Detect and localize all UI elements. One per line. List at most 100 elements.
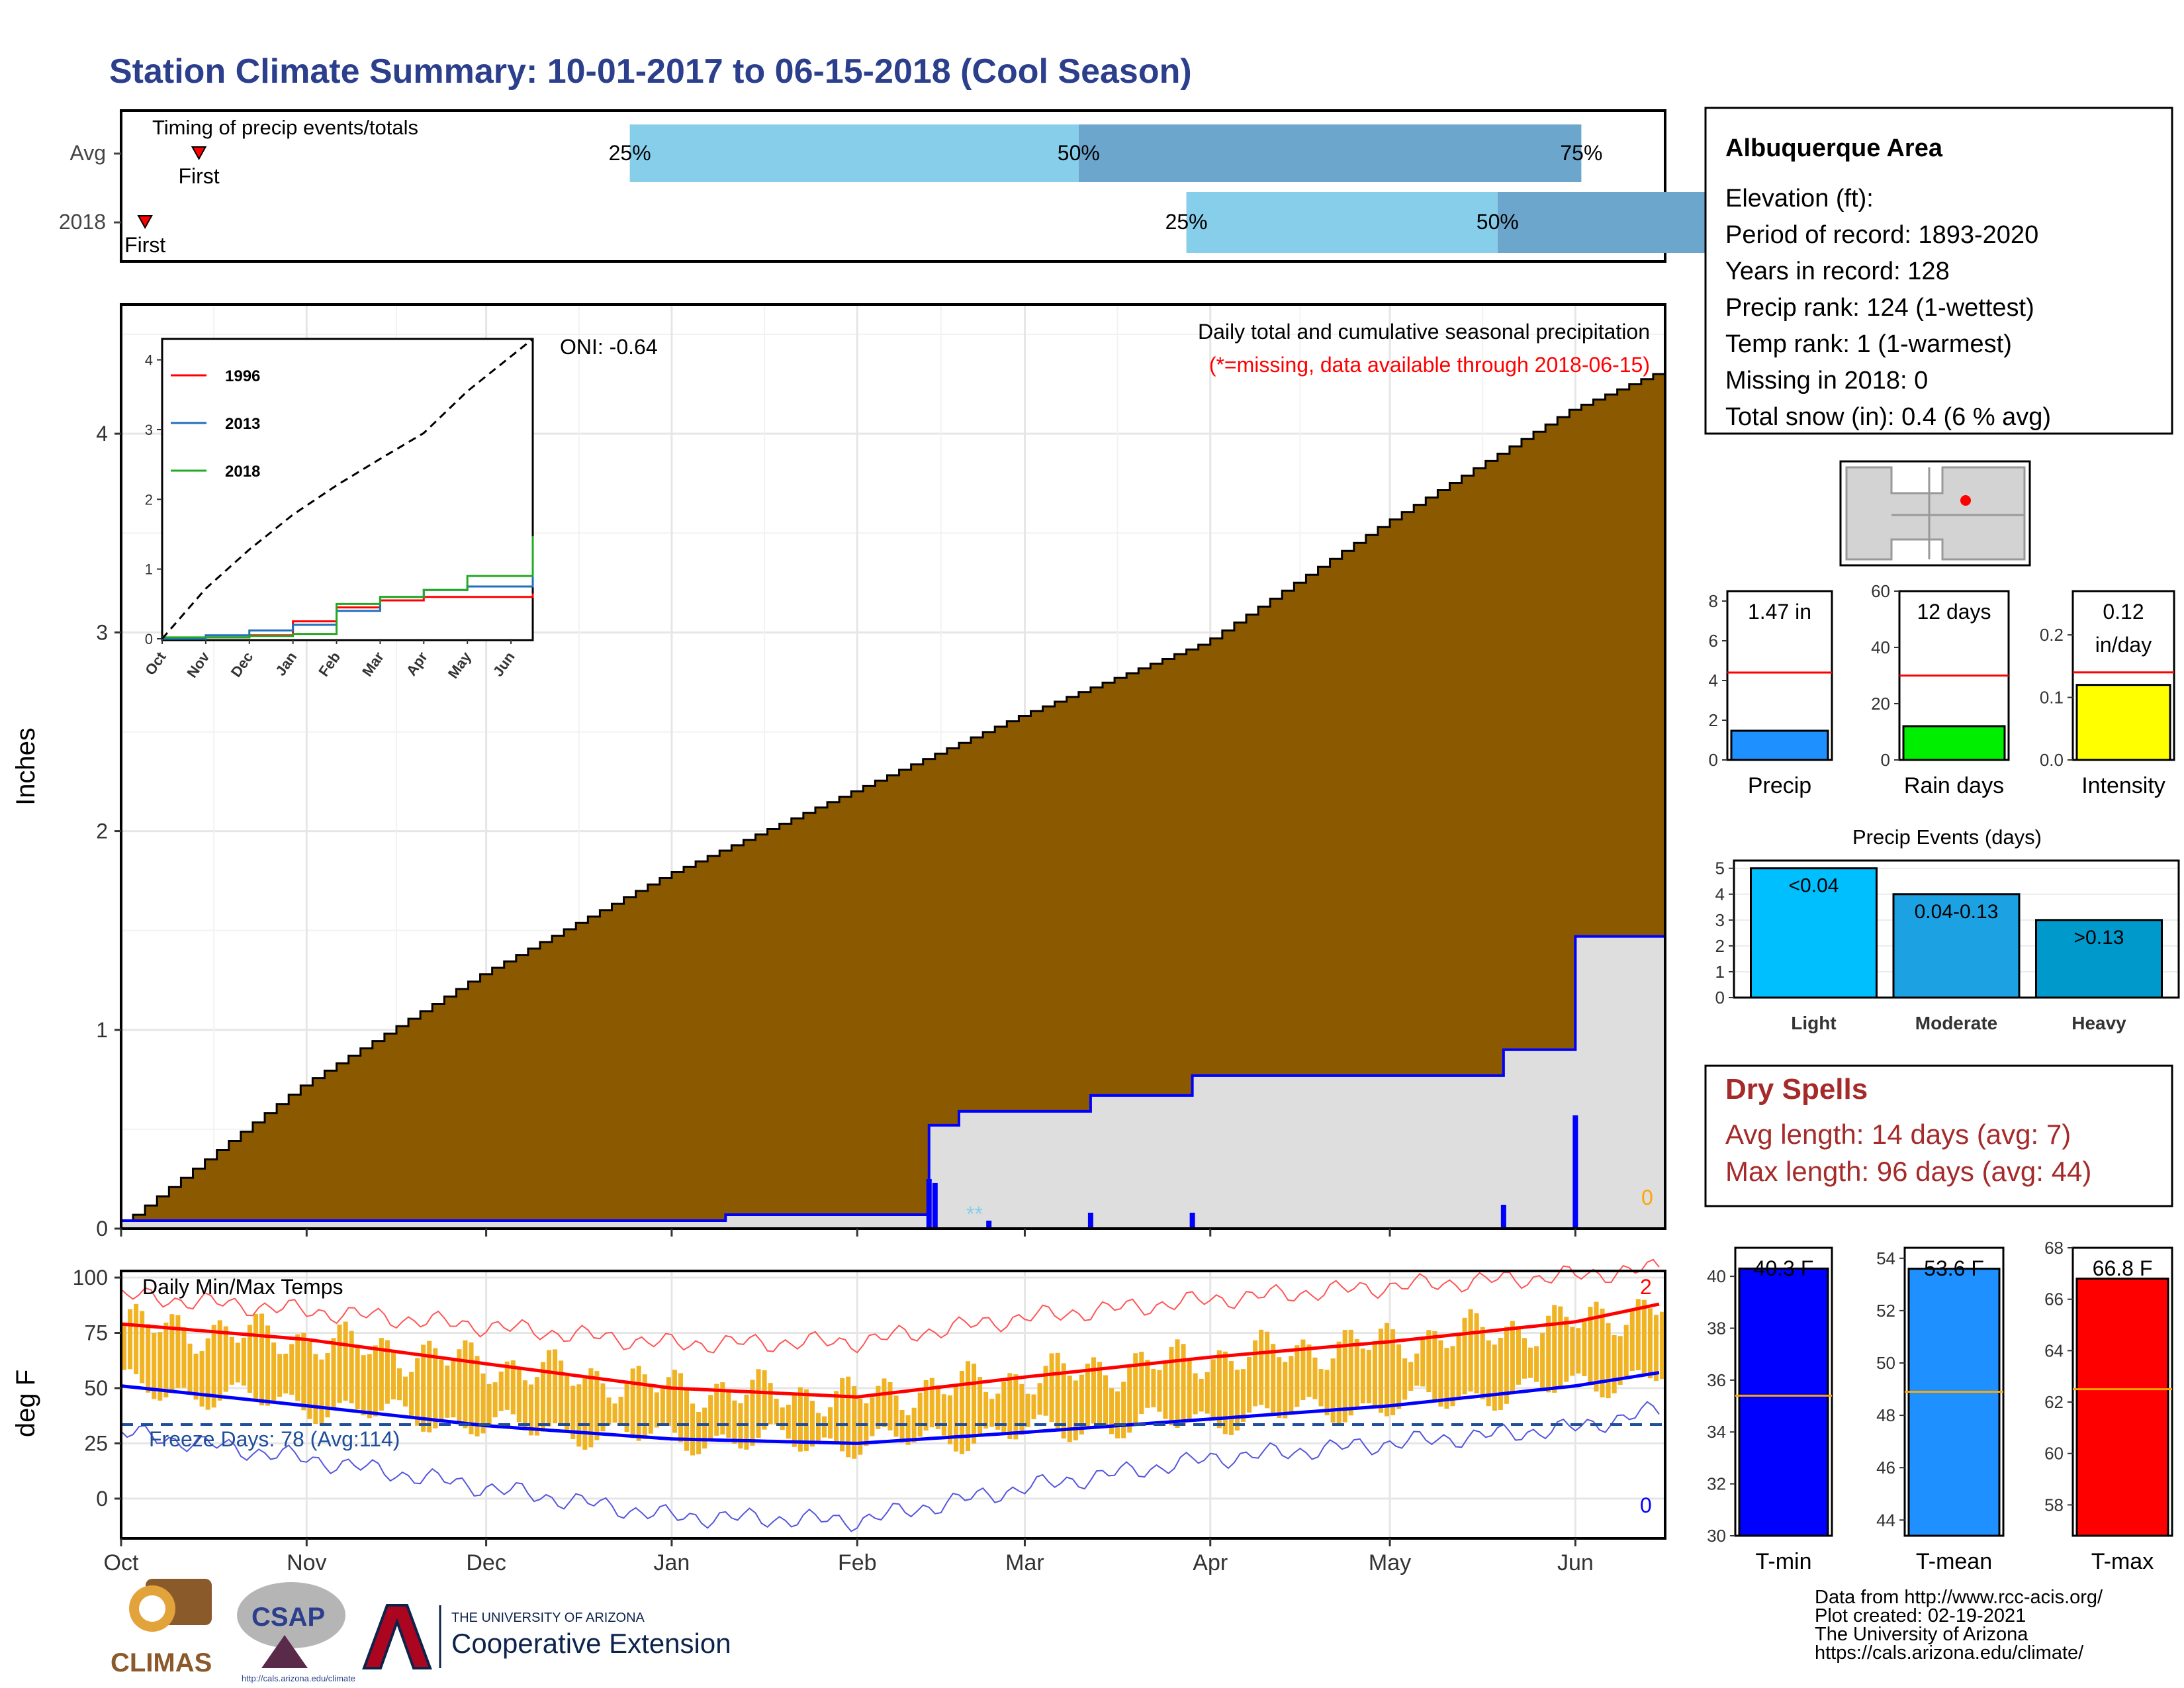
daily-temp-range-bar: [732, 1400, 737, 1444]
summary-bar-title: T-min: [1756, 1549, 1812, 1574]
daily-precip-bar: [1087, 1212, 1093, 1229]
summary-bar-ytick: 0.0: [2040, 750, 2064, 770]
daily-temp-range-bar: [1354, 1338, 1359, 1409]
summary-bar-ytick: 44: [1876, 1510, 1895, 1530]
daily-temp-range-bar: [1426, 1330, 1432, 1393]
daily-temp-range-bar: [1390, 1329, 1396, 1415]
timing-marker-label: First: [124, 233, 165, 257]
credit-line-1: Data from http://www.rcc-acis.org/: [1815, 1587, 2103, 1608]
timing-row-label-2018: 2018: [59, 210, 106, 234]
daily-temp-range-bar: [331, 1338, 336, 1410]
csap-logo[interactable]: CSAP http://cals.arizona.edu/climate: [237, 1582, 355, 1683]
daily-temp-range-bar: [1097, 1362, 1102, 1424]
daily-temp-range-bar: [475, 1356, 480, 1436]
missing-marker: **: [966, 1202, 983, 1226]
climas-logo-text: CLIMAS: [111, 1648, 212, 1677]
timing-percent-label: 25%: [609, 141, 651, 165]
daily-temp-range-bar: [409, 1372, 414, 1417]
daily-temp-range-bar: [809, 1401, 815, 1447]
daily-temp-range-bar: [744, 1394, 749, 1450]
summary-bar-ytick: 66: [2044, 1289, 2064, 1309]
summary-bar-fill: [1738, 1267, 1829, 1537]
daily-temp-range-bar: [355, 1345, 360, 1410]
inset-ytick: 0: [145, 631, 153, 647]
daily-temp-range-bar: [1336, 1341, 1342, 1425]
daily-temp-range-bar: [211, 1325, 216, 1408]
daily-temp-range-bar: [1552, 1305, 1557, 1393]
summary-bar-ytick: 54: [1876, 1248, 1895, 1268]
ua-logo-main: Cooperative Extension: [451, 1628, 731, 1659]
climas-logo[interactable]: CLIMAS: [111, 1579, 212, 1677]
summary-bar-title: Intensity: [2081, 773, 2165, 798]
average-cumulative-area: [120, 373, 1666, 1230]
inset-series-line: [162, 536, 534, 639]
month-tick-label: Dec: [466, 1550, 506, 1575]
daily-temp-range-bar: [1049, 1353, 1054, 1423]
daily-temp-range-bar: [229, 1336, 234, 1385]
daily-temp-range-bar: [1342, 1330, 1347, 1423]
summary-bar-ytick: 0.2: [2040, 625, 2064, 645]
daily-temp-range-bar: [265, 1325, 271, 1406]
daily-temp-range-bar: [140, 1311, 145, 1383]
daily-temp-range-bar: [1516, 1326, 1521, 1385]
summary-bar-fill: [1902, 725, 2006, 761]
daily-temp-range-bar: [1612, 1335, 1617, 1393]
csap-logo-url: http://cals.arizona.edu/climate: [242, 1673, 355, 1683]
daily-temp-range-bar: [343, 1321, 348, 1401]
summary-bar-title: Rain days: [1904, 773, 2004, 798]
daily-temp-range-bar: [259, 1313, 265, 1406]
daily-temp-range-bar: [1145, 1360, 1150, 1408]
daily-temp-range-bar: [600, 1383, 606, 1432]
daily-temp-range-bar: [828, 1407, 833, 1439]
daily-temp-range-bar: [403, 1376, 408, 1407]
daily-temp-range-bar: [636, 1366, 641, 1441]
summary-bar-ytick: 46: [1876, 1458, 1895, 1477]
daily-temp-range-bar: [935, 1385, 940, 1429]
summary-bar-value-label: 0.12: [2103, 600, 2144, 624]
summary-bar-rain-days: 0 20 40 60 12 days Rain days: [1871, 581, 2010, 798]
daily-temp-range-bar: [1378, 1329, 1383, 1413]
daily-temp-range-bar: [1629, 1309, 1635, 1371]
precip-events-ytick: 1: [1715, 962, 1725, 982]
daily-temp-range-bar: [1348, 1329, 1353, 1416]
summary-bar-value-label: 66.8 F: [2093, 1256, 2153, 1280]
daily-temp-range-bar: [553, 1349, 558, 1424]
inset-legend-label: 2013: [225, 415, 260, 433]
summary-bar-title: T-mean: [1916, 1549, 1992, 1574]
daily-temp-range-bar: [714, 1383, 719, 1436]
daily-temp-range-bar: [289, 1344, 295, 1395]
daily-temp-range-bar: [469, 1342, 474, 1434]
summary-bar-intensity: 0.0 0.1 0.2 0.12 in/day Intensity: [2040, 590, 2175, 798]
precip-events-ytick: 2: [1715, 936, 1725, 956]
temp-record-high-count: 2: [1640, 1275, 1652, 1299]
month-tick-label: Jun: [1557, 1550, 1594, 1575]
timing-row-label-avg: Avg: [69, 141, 106, 165]
precip-panel-title: Daily total and cumulative seasonal prec…: [1198, 320, 1650, 344]
temp-ytick: 75: [84, 1321, 108, 1344]
daily-temp-range-bar: [1169, 1346, 1174, 1426]
timing-percent-label: 50%: [1058, 141, 1100, 165]
month-tick-label: Jan: [654, 1550, 690, 1575]
daily-temp-range-bar: [540, 1362, 546, 1432]
inset-legend-label: 2018: [225, 463, 260, 481]
daily-temp-range-bar: [738, 1403, 743, 1449]
precip-events-bar: [1750, 867, 1878, 999]
summary-bar-ytick: 4: [1709, 671, 1718, 690]
daily-temp-range-bar: [1109, 1388, 1115, 1434]
daily-temp-range-bar: [803, 1389, 809, 1452]
university-of-arizona-logo[interactable]: THE UNIVERSITY OF ARIZONA Cooperative Ex…: [362, 1604, 731, 1669]
temp-ytick: 0: [96, 1487, 108, 1511]
daily-temp-range-bar: [1139, 1352, 1144, 1415]
precip-events-bar-label: >0.13: [2074, 927, 2124, 949]
daily-temp-range-bar: [1480, 1327, 1485, 1399]
daily-temp-range-bar: [660, 1387, 665, 1425]
daily-temp-range-bar: [1576, 1328, 1581, 1374]
daily-temp-range-bar: [516, 1369, 522, 1423]
daily-temp-range-bar: [1420, 1339, 1426, 1387]
daily-temp-range-bar: [1121, 1382, 1126, 1438]
summary-bar-value-label: in/day: [2095, 633, 2152, 657]
daily-temp-range-bar: [582, 1375, 588, 1450]
daily-temp-range-bar: [678, 1373, 684, 1442]
daily-temp-range-bar: [1600, 1308, 1605, 1397]
